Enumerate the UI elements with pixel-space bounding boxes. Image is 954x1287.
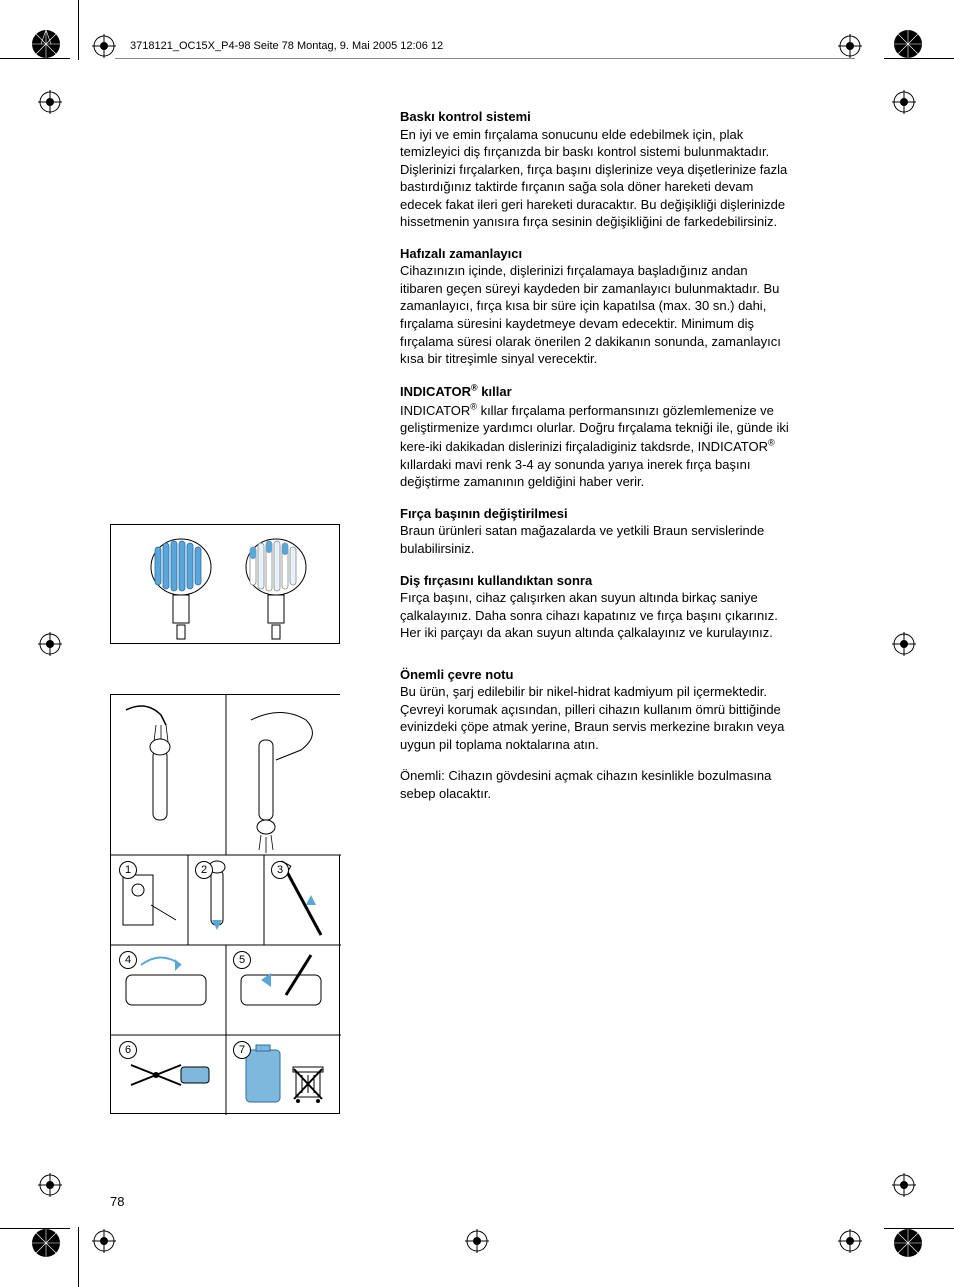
registration-mark-br: [892, 1227, 924, 1259]
section-body: Önemli: Cihazın gövdesini açmak cihazın …: [400, 768, 771, 801]
registration-mark-tr: [892, 28, 924, 60]
registration-mark-bl: [30, 1227, 62, 1259]
target-left-top: [38, 90, 62, 114]
target-right-top: [892, 90, 916, 114]
target-bottom-left-inner: [92, 1229, 116, 1253]
illustration-disposal-steps: 1 2 3 4 5 6 7: [110, 694, 340, 1114]
step-number: 6: [119, 1041, 137, 1059]
section-body: Bu ürün, şarj edilebilir bir nikel-hidra…: [400, 684, 784, 752]
step-number: 4: [119, 951, 137, 969]
target-bottom-center: [465, 1229, 489, 1253]
section-body: INDICATOR® kıllar fırçalama performansın…: [400, 403, 789, 490]
step-number: 3: [271, 861, 289, 879]
target-left-bottom: [38, 1173, 62, 1197]
registration-mark-tl: [30, 28, 62, 60]
target-right-bottom: [892, 1173, 916, 1197]
target-right: [892, 632, 916, 656]
crop-line: [884, 58, 954, 59]
section-heading: Baskı kontrol sistemi: [400, 109, 531, 124]
page-number: 78: [110, 1194, 124, 1209]
target-left: [38, 632, 62, 656]
crop-line: [0, 1228, 70, 1229]
section-body: Braun ürünleri satan mağazalarda ve yetk…: [400, 523, 764, 556]
section-heading: INDICATOR® kıllar: [400, 384, 512, 399]
illustration-column: 1 2 3 4 5 6 7: [110, 524, 340, 1184]
section-body: En iyi ve emin fırçalama sonucunu elde e…: [400, 127, 787, 230]
step-number: 5: [233, 951, 251, 969]
section-heading: Fırça başının değiştirilmesi: [400, 506, 568, 521]
section-heading: Önemli çevre notu: [400, 667, 513, 682]
illustration-brush-heads: [110, 524, 340, 644]
crop-line: [884, 1228, 954, 1229]
section-heading: Hafızalı zamanlayıcı: [400, 246, 522, 261]
document-header-line: 3718121_OC15X_P4-98 Seite 78 Montag, 9. …: [130, 40, 443, 52]
step-number: 1: [119, 861, 137, 879]
step-number: 7: [233, 1041, 251, 1059]
target-bottom-right-inner: [838, 1229, 862, 1253]
crop-line: [0, 58, 70, 59]
section-body: Cihazınızın içinde, dişlerinizi fırçalam…: [400, 263, 781, 366]
body-text-column: Baskı kontrol sistemi En iyi ve emin fır…: [400, 108, 790, 817]
target-top-right-inner: [838, 34, 862, 58]
crop-line: [78, 1227, 79, 1287]
step-number: 2: [195, 861, 213, 879]
section-heading: Diş fırçasını kullandıktan sonra: [400, 573, 592, 588]
crop-line: [115, 58, 855, 59]
section-body: Fırça başını, cihaz çalışırken akan suyu…: [400, 590, 778, 640]
crop-line: [78, 0, 79, 60]
target-top-left-inner: [92, 34, 116, 58]
